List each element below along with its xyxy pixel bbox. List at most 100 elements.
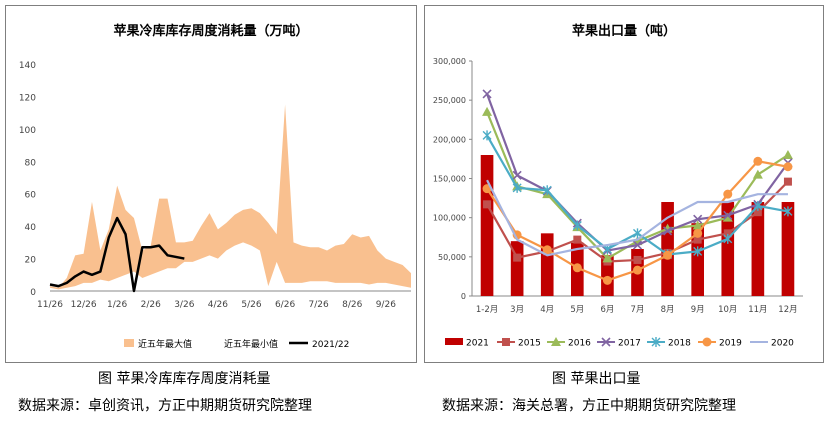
legend-label-2018: 2018 bbox=[668, 339, 691, 349]
y-tick-label-4: 80 bbox=[25, 158, 37, 168]
point-2018-0 bbox=[482, 130, 492, 141]
x-tick-label-9: 11月 bbox=[748, 305, 767, 315]
y-tick-label-5: 250,000 bbox=[433, 96, 466, 105]
point-2018-3 bbox=[572, 220, 582, 231]
right-chart-svg: 0 50,000 100,000 150,000 200,000 250,000 300,0… bbox=[433, 57, 803, 349]
point-2017-6 bbox=[663, 226, 673, 236]
point-2017-5 bbox=[632, 240, 643, 250]
bar-2021-8 bbox=[721, 202, 735, 296]
x-tick-label-3: 2/26 bbox=[141, 300, 161, 310]
x-tick-label-1: 12/26 bbox=[71, 300, 97, 310]
point-2017-8 bbox=[723, 210, 733, 220]
x-tick-label-8: 10月 bbox=[718, 305, 737, 315]
x-tick-label-7: 9月 bbox=[691, 305, 705, 315]
x-tick-label-9: 8/26 bbox=[342, 300, 362, 310]
legend-label-2016: 2016 bbox=[568, 339, 591, 349]
point-2019-6 bbox=[663, 250, 673, 260]
x-tick-label-8: 7/26 bbox=[309, 300, 329, 310]
series-line-2021-22 bbox=[49, 216, 185, 293]
y-tick-label-5: 100 bbox=[19, 126, 36, 136]
x-tick-label-0: 1-2月 bbox=[476, 305, 498, 315]
legend-label-2015: 2015 bbox=[518, 339, 541, 349]
right-chart-panel: 苹果出口量（吨） 0 50,000 100,000 150,000 200,000 250… bbox=[424, 5, 824, 363]
point-2015-1 bbox=[513, 253, 522, 262]
legend-label-2021: 2021 bbox=[466, 339, 489, 349]
legend-marker-2016 bbox=[551, 337, 561, 346]
point-2016-4 bbox=[602, 253, 613, 263]
point-2019-3 bbox=[572, 263, 582, 273]
point-2019-8 bbox=[723, 189, 733, 199]
x-tick-label-6: 8月 bbox=[661, 305, 675, 315]
series-line-2020 bbox=[486, 179, 788, 257]
x-tick-label-2: 1/26 bbox=[107, 300, 127, 310]
left-data-source: 数据来源：卓创资讯，方正中期期货研究院整理 bbox=[18, 398, 312, 414]
point-2015-3 bbox=[573, 235, 582, 244]
right-chart-title: 苹果出口量（吨） bbox=[571, 24, 676, 39]
legend-label-max: 近五年最大值 bbox=[138, 338, 192, 350]
x-tick-label-4: 6月 bbox=[600, 305, 614, 315]
point-2015-0 bbox=[483, 200, 492, 209]
x-tick-label-0: 11/26 bbox=[37, 300, 63, 310]
legend-marker-2015 bbox=[502, 338, 510, 346]
point-2019-5 bbox=[633, 265, 642, 275]
left-figure-caption: 图 苹果冷库库存周度消耗量 bbox=[98, 371, 271, 387]
y-tick-label-0: 0 bbox=[461, 292, 466, 301]
point-2019-2 bbox=[542, 245, 552, 255]
point-2017-1 bbox=[512, 170, 522, 180]
bar-2021-2 bbox=[540, 233, 554, 296]
point-2016-0 bbox=[482, 106, 493, 116]
legend-marker-2018 bbox=[651, 337, 661, 347]
legend-label-min: 近五年最小值 bbox=[224, 338, 278, 350]
legend-marker-2019 bbox=[702, 337, 712, 347]
max-min-band bbox=[50, 104, 411, 290]
point-2015-8 bbox=[723, 229, 732, 238]
x-tick-label-3: 5月 bbox=[570, 305, 584, 315]
point-2018-7 bbox=[693, 246, 703, 257]
bar-2021-0 bbox=[480, 155, 494, 296]
legend-swatch-min bbox=[212, 339, 222, 347]
x-tick-label-10: 9/26 bbox=[376, 300, 396, 310]
y-tick-label-1: 50,000 bbox=[438, 253, 466, 262]
x-tick-label-5: 7月 bbox=[631, 305, 645, 315]
y-tick-label-3: 60 bbox=[25, 191, 37, 201]
left-chart-title: 苹果冷库库存周度消耗量（万吨） bbox=[113, 24, 309, 39]
y-tick-label-2: 100,000 bbox=[433, 214, 466, 223]
point-2019-7 bbox=[693, 228, 703, 238]
point-2017-0 bbox=[482, 89, 492, 99]
point-2018-10 bbox=[783, 206, 793, 217]
x-tick-label-10: 12月 bbox=[778, 305, 797, 315]
point-2018-8 bbox=[723, 233, 733, 244]
x-tick-label-6: 5/26 bbox=[241, 300, 261, 310]
y-tick-label-6: 300,000 bbox=[433, 57, 466, 66]
point-2016-10 bbox=[782, 150, 793, 159]
y-tick-label-2: 40 bbox=[25, 223, 37, 233]
legend-marker-2017 bbox=[601, 337, 611, 347]
left-chart-svg: 0 20 40 60 80 100 120 140 11/26 12/26 1/26 2/26 3/26… bbox=[19, 61, 411, 350]
right-figure-caption: 图 苹果出口量 bbox=[552, 371, 641, 387]
point-2016-9 bbox=[752, 169, 763, 179]
legend-label-2021-22: 2021/22 bbox=[312, 340, 349, 350]
right-data-source: 数据来源：海关总署，方正中期期货研究院整理 bbox=[442, 398, 736, 414]
legend-swatch-max bbox=[124, 339, 134, 347]
legend-label-2020: 2020 bbox=[771, 339, 794, 349]
y-tick-label-3: 150,000 bbox=[433, 175, 466, 184]
point-2018-9 bbox=[753, 200, 763, 211]
point-2016-7 bbox=[692, 220, 703, 230]
y-tick-label-0: 0 bbox=[30, 288, 36, 298]
legend-swatch-2021 bbox=[445, 338, 463, 345]
y-tick-label-4: 200,000 bbox=[433, 135, 466, 144]
point-2015-10 bbox=[783, 177, 792, 186]
point-2019-10 bbox=[783, 162, 793, 172]
point-2015-5 bbox=[633, 255, 642, 264]
point-2015-9 bbox=[753, 208, 762, 217]
x-tick-label-4: 3/26 bbox=[174, 300, 194, 310]
point-2018-1 bbox=[512, 182, 522, 193]
point-2019-9 bbox=[753, 156, 763, 166]
y-tick-label-6: 120 bbox=[19, 93, 36, 103]
bar-2021-10 bbox=[781, 202, 795, 296]
y-tick-label-7: 140 bbox=[19, 61, 36, 71]
legend-label-2017: 2017 bbox=[618, 339, 641, 349]
x-tick-label-1: 3月 bbox=[510, 305, 524, 315]
point-2018-5 bbox=[633, 228, 642, 239]
x-tick-label-7: 6/26 bbox=[275, 300, 295, 310]
